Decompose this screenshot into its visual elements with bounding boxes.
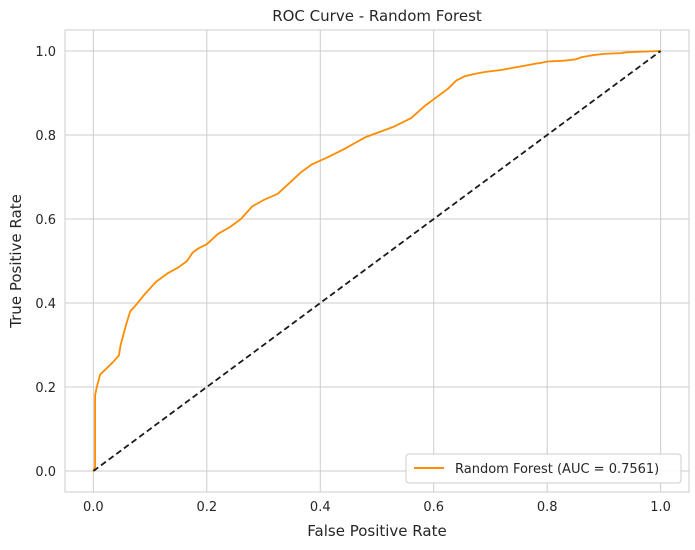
x-tick-label: 0.0 bbox=[83, 500, 104, 515]
legend-label: Random Forest (AUC = 0.7561) bbox=[455, 462, 659, 477]
y-tick-label: 0.6 bbox=[35, 213, 56, 228]
y-tick-label: 0.2 bbox=[35, 381, 56, 396]
chart-title: ROC Curve - Random Forest bbox=[272, 7, 482, 25]
legend: Random Forest (AUC = 0.7561) bbox=[405, 453, 682, 484]
legend-box bbox=[405, 453, 682, 484]
x-axis-ticks: 0.0 0.2 0.4 0.6 0.8 1.0 bbox=[83, 500, 671, 515]
random-classifier-diagonal-line bbox=[92, 50, 662, 472]
x-tick-label: 0.6 bbox=[423, 500, 444, 515]
series-layer bbox=[92, 50, 662, 472]
x-tick-label: 1.0 bbox=[650, 500, 671, 515]
x-axis-label: False Positive Rate bbox=[307, 522, 446, 540]
x-tick-label: 0.8 bbox=[537, 500, 558, 515]
x-tick-label: 0.2 bbox=[196, 500, 217, 515]
y-tick-label: 0.0 bbox=[35, 465, 56, 480]
y-tick-label: 1.0 bbox=[35, 45, 56, 60]
y-axis-label: True Positive Rate bbox=[7, 194, 25, 329]
y-tick-label: 0.4 bbox=[35, 297, 56, 312]
y-tick-label: 0.8 bbox=[35, 129, 56, 144]
y-axis-ticks: 0.0 0.2 0.4 0.6 0.8 1.0 bbox=[35, 45, 56, 480]
roc-curve-line bbox=[92, 50, 661, 472]
grid bbox=[65, 30, 689, 492]
x-tick-label: 0.4 bbox=[310, 500, 331, 515]
